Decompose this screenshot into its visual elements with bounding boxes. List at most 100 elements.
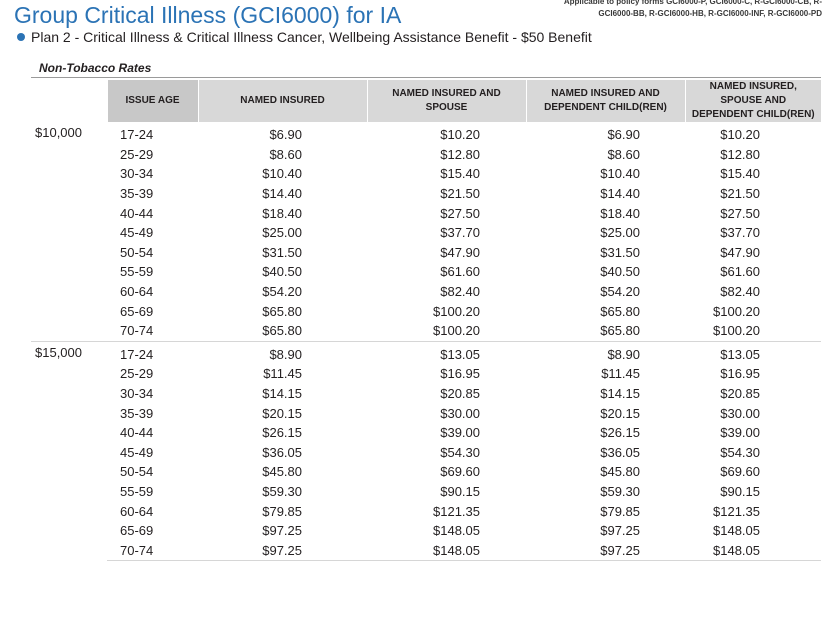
column-header-insured-spouse-children: NAMED INSURED, SPOUSE AND DEPENDENT CHIL… [684, 80, 821, 122]
named-insured-rate: $20.15 [262, 405, 302, 421]
insured-spouse-children-rate: $15.40 [720, 166, 760, 182]
insured-spouse-rate: $69.60 [440, 464, 480, 480]
insured-children-rate: $8.60 [607, 146, 640, 162]
named-insured-rate: $65.80 [262, 303, 302, 319]
insured-spouse-rate: $121.35 [433, 503, 480, 519]
insured-spouse-children-rate: $82.40 [720, 284, 760, 300]
column-header-issue-age: ISSUE AGE [106, 80, 198, 122]
rates-table: ISSUE AGE NAMED INSURED NAMED INSURED AN… [31, 80, 821, 562]
insured-spouse-rate: $27.50 [440, 205, 480, 221]
rates-section-label: Non-Tobacco Rates [39, 61, 152, 75]
named-insured-rate: $97.25 [262, 523, 302, 539]
insured-children-rate: $65.80 [600, 303, 640, 319]
insured-children-rate: $26.15 [600, 425, 640, 441]
table-header-row: ISSUE AGE NAMED INSURED NAMED INSURED AN… [31, 80, 821, 122]
insured-spouse-children-rate: $90.15 [720, 483, 760, 499]
insured-children-rate: $10.40 [600, 166, 640, 182]
table-row: $10,000 17-24 $6.90 $10.20 $6.90 $10.20 [31, 122, 821, 145]
insured-spouse-children-rate: $30.00 [720, 405, 760, 421]
insured-children-rate: $8.90 [526, 340, 685, 365]
insured-spouse-children-rate: $148.05 [713, 523, 760, 539]
named-insured-rate: $10.40 [262, 166, 302, 182]
issue-age-cell: 17-24 [120, 127, 154, 143]
insured-spouse-children-rate: $21.50 [720, 186, 760, 202]
insured-spouse-children-rate: $121.35 [713, 503, 760, 519]
insured-spouse-rate: $10.20 [440, 127, 480, 143]
insured-spouse-children-rate: $12.80 [720, 146, 760, 162]
insured-spouse-rate: $54.30 [440, 444, 480, 460]
named-insured-rate: $54.20 [262, 284, 302, 300]
named-insured-rate: $8.60 [269, 146, 302, 162]
issue-age-cell: 65-69 [120, 523, 154, 539]
insured-children-rate: $25.00 [600, 225, 640, 241]
named-insured-rate: $25.00 [262, 225, 302, 241]
insured-spouse-children-rate: $47.90 [720, 244, 760, 260]
insured-spouse-children-rate: $61.60 [720, 264, 760, 280]
issue-age-cell: 70-74 [107, 540, 198, 562]
page-title: Group Critical Illness (GCI6000) for IA [14, 2, 402, 28]
table-row: 65-69 $65.80 $100.20 $65.80 $100.20 [31, 301, 821, 321]
policy-forms-note: Applicable to policy forms GCI6000-P, GC… [563, 0, 822, 18]
insured-spouse-rate: $47.90 [440, 244, 480, 260]
table-row: 50-54 $45.80 $69.60 $45.80 $69.60 [31, 462, 821, 482]
table-row: 60-64 $79.85 $121.35 $79.85 $121.35 [31, 501, 821, 521]
insured-children-rate: $40.50 [600, 264, 640, 280]
section-divider [31, 77, 821, 78]
named-insured-rate: $14.15 [262, 386, 302, 402]
issue-age-cell: 65-69 [120, 303, 154, 319]
table-row: 65-69 $97.25 $148.05 $97.25 $148.05 [31, 521, 821, 541]
insured-children-rate: $14.15 [600, 386, 640, 402]
issue-age-cell: 50-54 [120, 464, 154, 480]
column-header-named-insured: NAMED INSURED [197, 80, 367, 122]
column-header-insured-children: NAMED INSURED AND DEPENDENT CHILD(REN) [525, 80, 685, 122]
column-header-benefit-amount [31, 80, 107, 122]
table-row: 35-39 $14.40 $21.50 $14.40 $21.50 [31, 184, 821, 204]
table-row: 70-74 $65.80 $100.20 $65.80 $100.20 [31, 321, 821, 341]
insured-children-rate: $11.45 [601, 366, 640, 382]
insured-children-rate: $45.80 [600, 464, 640, 480]
insured-children-rate: $36.05 [600, 444, 640, 460]
insured-children-rate: $59.30 [600, 483, 640, 499]
insured-spouse-children-rate: $37.70 [720, 225, 760, 241]
table-row: 55-59 $40.50 $61.60 $40.50 $61.60 [31, 262, 821, 282]
insured-spouse-children-rate: $10.20 [720, 127, 760, 143]
column-header-insured-spouse: NAMED INSURED AND SPOUSE [366, 80, 526, 122]
named-insured-rate: $26.15 [262, 425, 302, 441]
table-row: 50-54 $31.50 $47.90 $31.50 $47.90 [31, 243, 821, 263]
insured-children-rate: $65.80 [600, 323, 640, 339]
issue-age-cell: 40-44 [120, 425, 154, 441]
plan-line: Plan 2 - Critical Illness & Critical Ill… [17, 29, 592, 45]
named-insured-rate: $6.90 [269, 127, 302, 143]
issue-age-cell: 70-74 [120, 323, 154, 339]
named-insured-rate: $97.25 [198, 540, 367, 562]
insured-spouse-children-rate: $54.30 [720, 444, 760, 460]
rate-group: $15,000 17-24 $8.90 $13.05 $8.90 $13.05 25-29 $… [31, 340, 821, 562]
issue-age-cell: 55-59 [120, 483, 154, 499]
benefit-amount: $10,000 [35, 125, 82, 140]
insured-spouse-rate: $90.15 [440, 483, 480, 499]
named-insured-rate: $59.30 [262, 483, 302, 499]
insured-children-rate: $97.25 [600, 523, 640, 539]
named-insured-rate: $8.90 [198, 340, 367, 365]
issue-age-cell: 40-44 [120, 205, 154, 221]
insured-spouse-children-rate: $148.05 [685, 540, 821, 562]
insured-spouse-children-rate: $16.95 [720, 366, 760, 382]
issue-age-cell: 30-34 [120, 166, 154, 182]
insured-spouse-rate: $100.20 [433, 323, 480, 339]
table-row: 45-49 $36.05 $54.30 $36.05 $54.30 [31, 443, 821, 463]
insured-spouse-children-rate: $20.85 [720, 386, 760, 402]
insured-children-rate: $18.40 [600, 205, 640, 221]
issue-age-cell: 25-29 [120, 366, 154, 382]
table-row: 30-34 $14.15 $20.85 $14.15 $20.85 [31, 384, 821, 404]
named-insured-rate: $79.85 [262, 503, 302, 519]
table-row: 25-29 $11.45 $16.95 $11.45 $16.95 [31, 364, 821, 384]
table-row: 60-64 $54.20 $82.40 $54.20 $82.40 [31, 282, 821, 302]
insured-spouse-rate: $20.85 [440, 386, 480, 402]
issue-age-cell: 60-64 [120, 284, 154, 300]
table-row: 40-44 $18.40 $27.50 $18.40 $27.50 [31, 203, 821, 223]
insured-children-rate: $20.15 [600, 405, 640, 421]
insured-spouse-rate: $148.05 [433, 523, 480, 539]
insured-spouse-rate: $12.80 [440, 146, 480, 162]
issue-age-cell: 45-49 [120, 444, 154, 460]
named-insured-rate: $45.80 [262, 464, 302, 480]
